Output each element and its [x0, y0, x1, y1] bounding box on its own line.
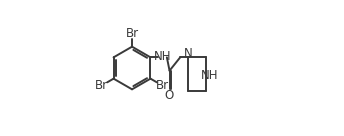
Text: O: O	[165, 89, 174, 102]
Text: NH: NH	[201, 69, 218, 82]
Text: NH: NH	[154, 50, 172, 63]
Text: N: N	[184, 47, 193, 60]
Text: Br: Br	[155, 79, 169, 92]
Text: Br: Br	[95, 79, 108, 92]
Text: Br: Br	[126, 27, 139, 40]
